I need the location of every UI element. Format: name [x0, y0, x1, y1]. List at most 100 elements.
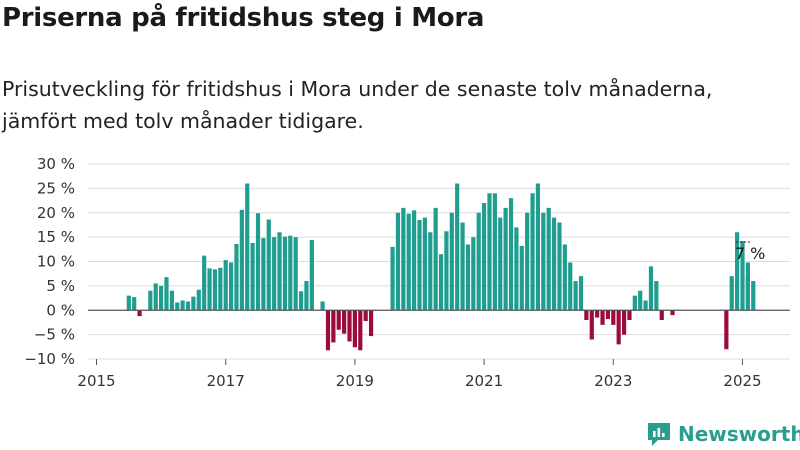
bar [595, 310, 600, 318]
bar [498, 217, 503, 311]
bar [148, 290, 153, 311]
bar [648, 266, 654, 311]
newsworthy-logo-icon [648, 423, 670, 446]
bar [325, 310, 331, 351]
bar [298, 291, 304, 311]
y-tick-label: 20 % [37, 204, 75, 222]
bar [724, 310, 729, 350]
x-tick-label: 2019 [336, 372, 374, 390]
bar [514, 227, 519, 311]
bar [476, 212, 481, 311]
bar [643, 300, 648, 311]
bar [358, 310, 363, 351]
y-axis: 30 % 25 % 20 % 15 % 10 % 5 % 0 % −5 % −10 % [24, 155, 75, 368]
bar [428, 232, 433, 311]
y-tick-label: 0 % [46, 301, 75, 319]
bar [288, 235, 293, 311]
annotation-label: 7 % [735, 244, 765, 263]
bar [503, 207, 508, 311]
x-tick-label: 2017 [207, 372, 245, 390]
bar [438, 254, 444, 311]
y-tick-label: 30 % [37, 155, 75, 173]
bar [632, 295, 637, 311]
bar [196, 289, 201, 311]
bar [541, 212, 546, 311]
bar [347, 310, 352, 342]
bar [600, 310, 605, 325]
bar [153, 283, 158, 311]
bar [245, 183, 250, 311]
brand-name: Newsworthy [678, 422, 800, 446]
bar [562, 244, 567, 311]
bar [551, 217, 557, 311]
y-tick-label: 25 % [37, 179, 75, 197]
bar [627, 310, 632, 320]
bar [406, 213, 411, 311]
bar [568, 262, 573, 311]
bar [535, 183, 541, 311]
x-tick-label: 2015 [77, 372, 115, 390]
bar [309, 240, 314, 311]
bar [433, 207, 438, 311]
bar [255, 213, 261, 311]
bar [272, 237, 277, 311]
bar [218, 267, 223, 311]
bar [444, 231, 449, 311]
bar [293, 237, 298, 311]
bar [180, 300, 185, 311]
bar [304, 281, 309, 311]
bar [546, 207, 551, 311]
bar [417, 220, 422, 311]
bar [530, 193, 535, 311]
bar [159, 285, 164, 311]
bar [740, 241, 745, 311]
bar [401, 207, 406, 311]
bar [508, 198, 514, 311]
bar [735, 232, 740, 311]
bar [621, 310, 627, 335]
bar [282, 236, 288, 311]
bar [137, 310, 142, 317]
bar [395, 212, 401, 311]
bar [605, 310, 611, 320]
bar [368, 310, 374, 337]
bar-chart: 30 % 25 % 20 % 15 % 10 % 5 % 0 % −5 % −10 % 2015… [24, 155, 790, 390]
bar [482, 203, 487, 311]
bar [611, 310, 616, 325]
bar [261, 238, 266, 311]
bar [202, 255, 207, 311]
bar [589, 310, 594, 340]
bar [659, 310, 664, 320]
y-tick-label: −10 % [24, 350, 75, 368]
bar [471, 237, 476, 311]
bar [342, 310, 347, 334]
y-tick-label: −5 % [34, 326, 75, 344]
x-axis: 2015 2017 2019 2021 2023 2025 [77, 359, 762, 390]
bar [573, 281, 578, 311]
bar [266, 219, 271, 311]
bar [654, 281, 659, 311]
bar [412, 210, 417, 311]
bar [670, 310, 675, 316]
bar [449, 212, 454, 311]
y-tick-label: 10 % [37, 253, 75, 271]
bar [465, 244, 471, 311]
bar [616, 310, 621, 345]
bar [239, 209, 244, 311]
bar [455, 183, 460, 311]
x-tick-label: 2021 [465, 372, 503, 390]
bar [234, 243, 239, 311]
bar [578, 276, 584, 311]
bar [169, 290, 174, 311]
bar [223, 260, 228, 311]
bar [519, 245, 524, 311]
bar [126, 295, 131, 311]
bar [363, 310, 368, 321]
bar [751, 281, 756, 311]
bar [525, 212, 530, 311]
bar [331, 310, 336, 343]
bar [191, 296, 196, 311]
bar [207, 268, 212, 311]
newsworthy-brand[interactable]: Newsworthy [645, 420, 800, 448]
bar [320, 301, 325, 311]
